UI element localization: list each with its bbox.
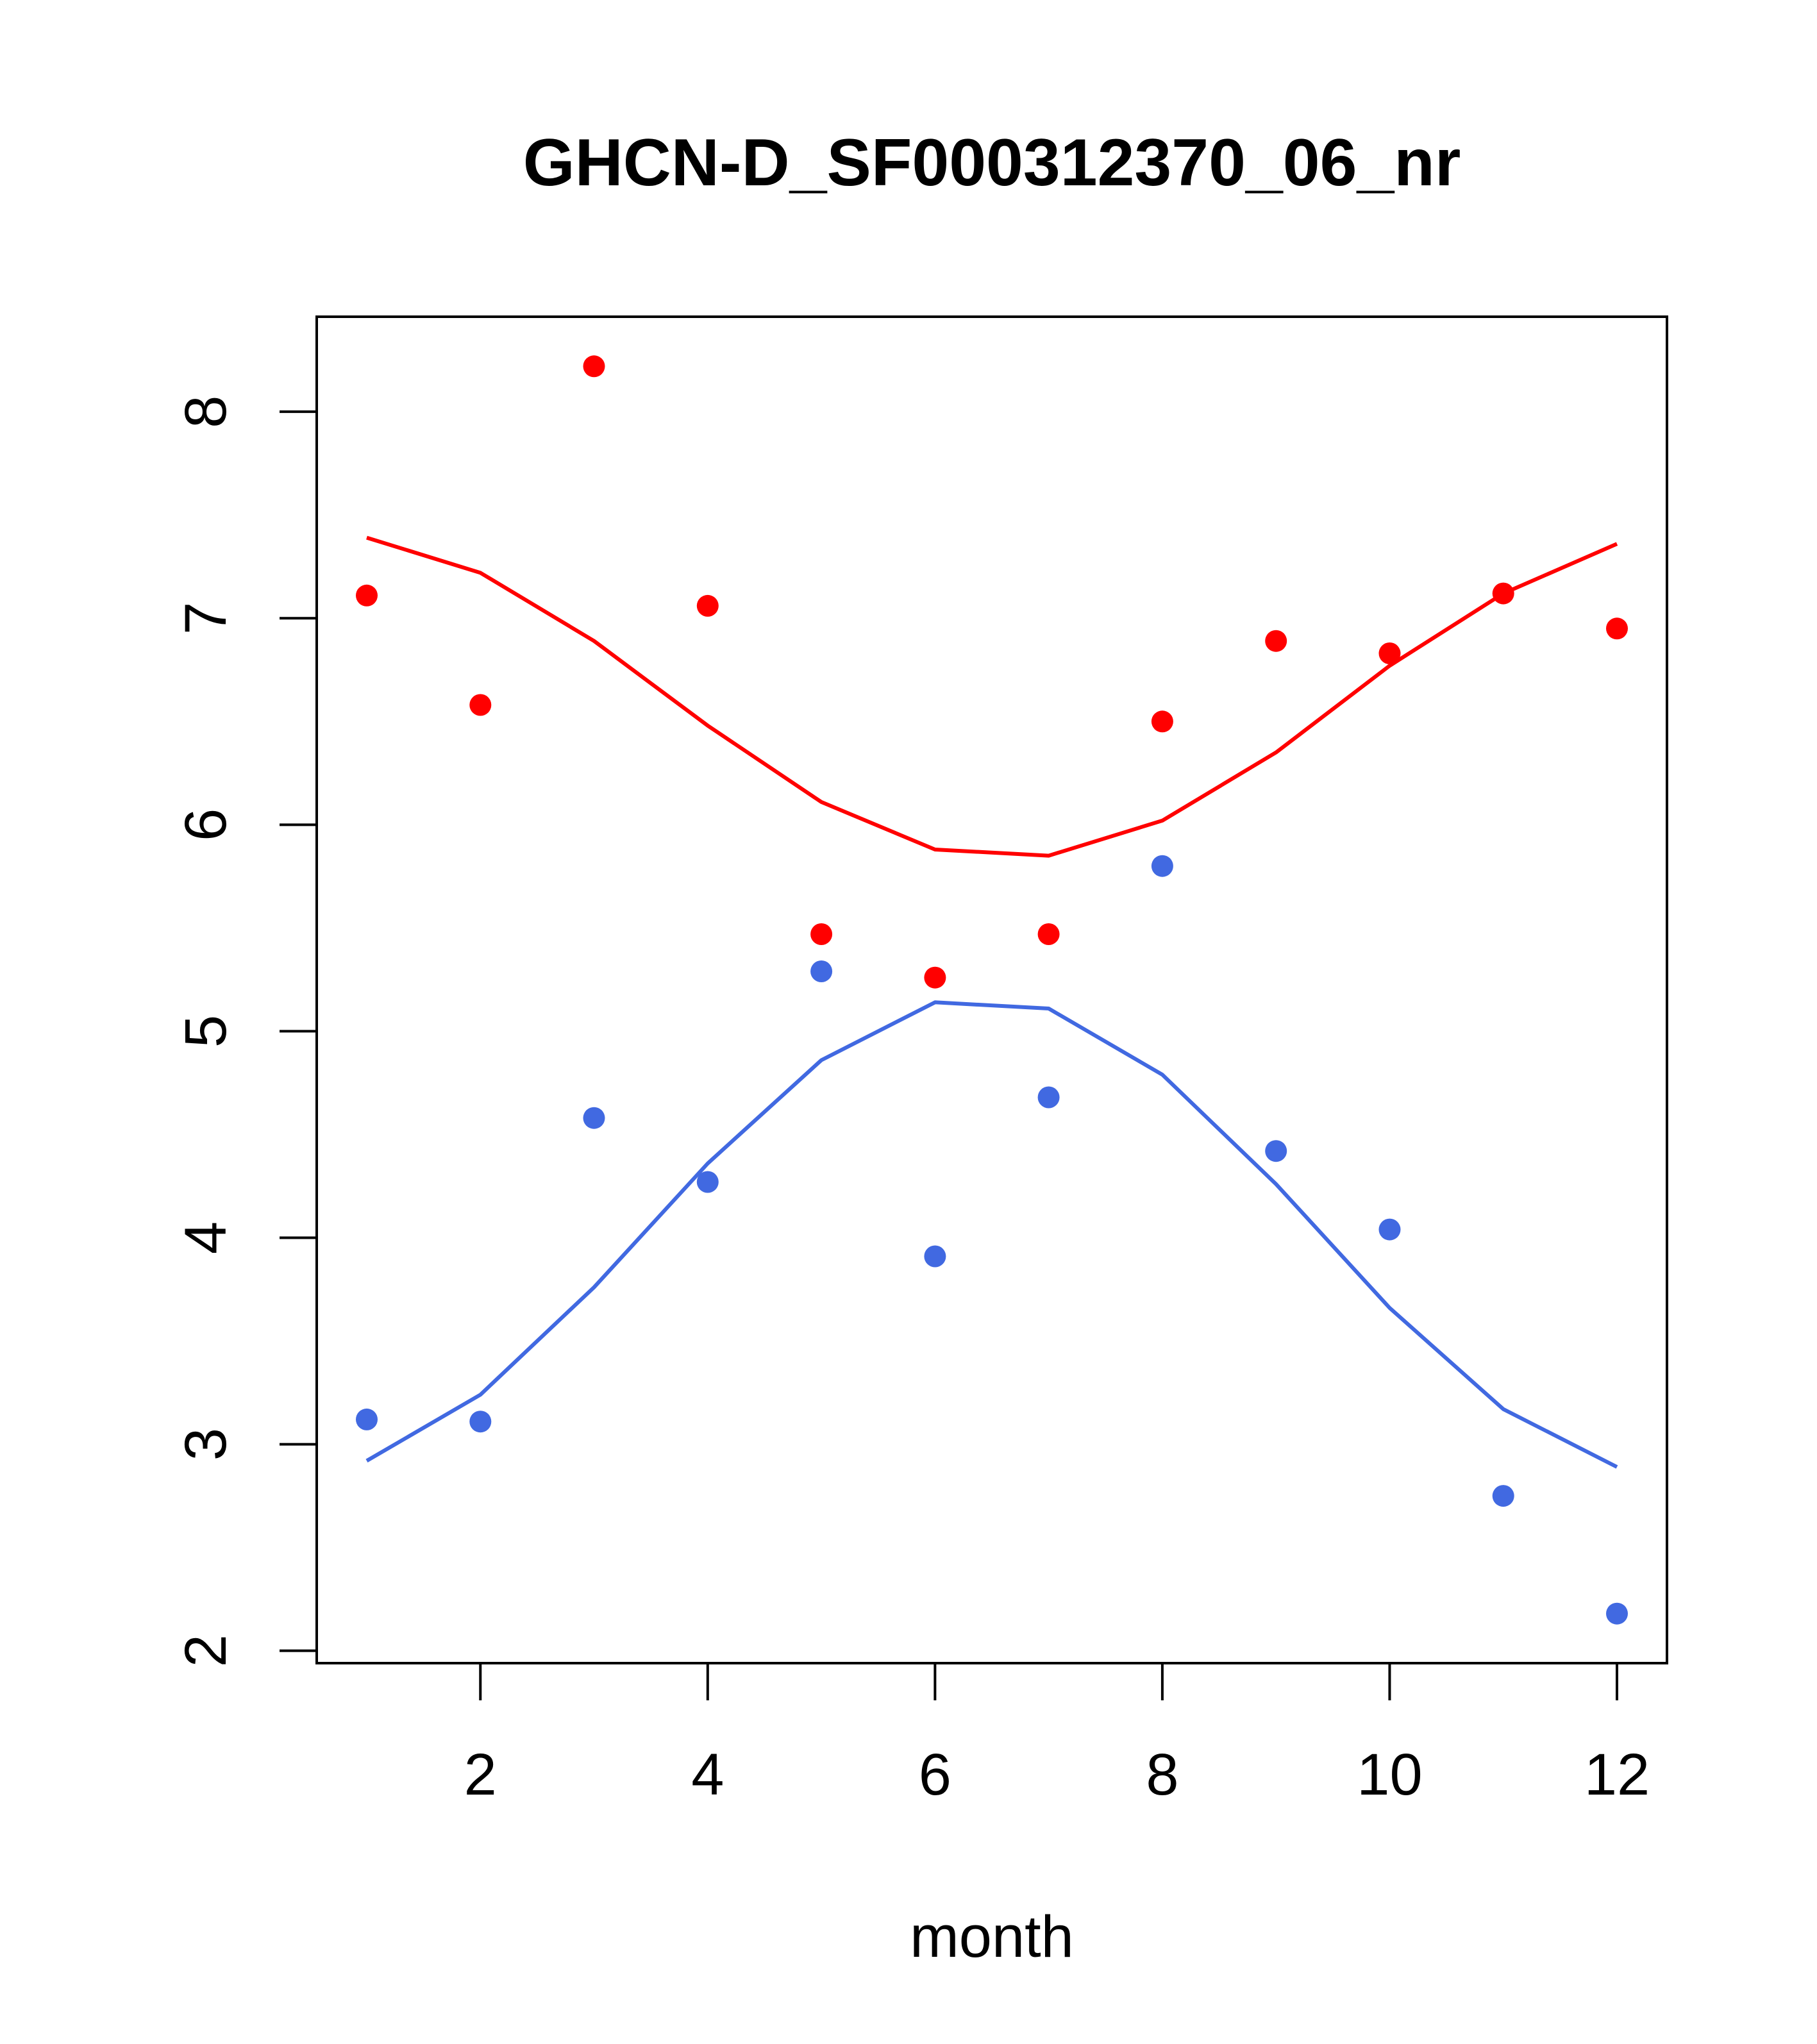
y-tick-label: 6 (173, 808, 239, 841)
series-2-point (810, 960, 833, 982)
curve-lines (365, 535, 1618, 1469)
x-tick-label: 4 (691, 1742, 724, 1807)
x-axis-label: month (910, 1904, 1074, 1970)
series-2-point (1492, 1485, 1514, 1507)
axes: 2 4 6 8 10 12 2 3 4 5 6 7 8 (173, 396, 1650, 1807)
series-2-point (1037, 1086, 1060, 1109)
y-tick-label: 2 (173, 1634, 239, 1667)
plot-frame (315, 315, 1668, 1664)
series-1-point (583, 355, 605, 378)
series-1-point (1492, 582, 1514, 605)
x-tick-label: 12 (1584, 1742, 1650, 1807)
series-1-point (1265, 630, 1287, 652)
x-tick-label: 8 (1146, 1742, 1178, 1807)
y-tick-label: 3 (173, 1428, 239, 1461)
y-tick-label: 4 (173, 1221, 239, 1254)
series-1-point (924, 966, 946, 989)
series-1-point (469, 694, 492, 716)
series-1-point (696, 594, 719, 617)
series-1-point (810, 923, 833, 945)
series-2-point (1265, 1140, 1287, 1162)
series-2-point (924, 1245, 946, 1268)
y-tick-label: 5 (173, 1015, 239, 1048)
series-2-point (1606, 1602, 1628, 1625)
y-tick-label: 8 (173, 396, 239, 428)
series-1-point (356, 584, 378, 607)
series-1-point (1037, 923, 1060, 945)
series-1-point (1606, 617, 1628, 640)
series-2-point (583, 1107, 605, 1129)
series-1-curve (366, 535, 1618, 858)
series-1-point (1151, 710, 1173, 733)
series-2-point (1378, 1218, 1401, 1241)
x-tick-label: 2 (464, 1742, 497, 1807)
series-2-point (1151, 855, 1173, 877)
data-points (356, 355, 1628, 1625)
x-tick-label: 10 (1357, 1742, 1422, 1807)
series-2-curve (365, 1000, 1618, 1469)
series-2-point (469, 1411, 492, 1433)
chart-title: GHCN-D_SF000312370_06_nr (523, 126, 1461, 200)
y-tick-label: 7 (173, 602, 239, 635)
series-1-point (1378, 642, 1401, 664)
x-tick-label: 6 (919, 1742, 951, 1807)
series-2-point (696, 1171, 719, 1193)
series-2-point (356, 1408, 378, 1430)
